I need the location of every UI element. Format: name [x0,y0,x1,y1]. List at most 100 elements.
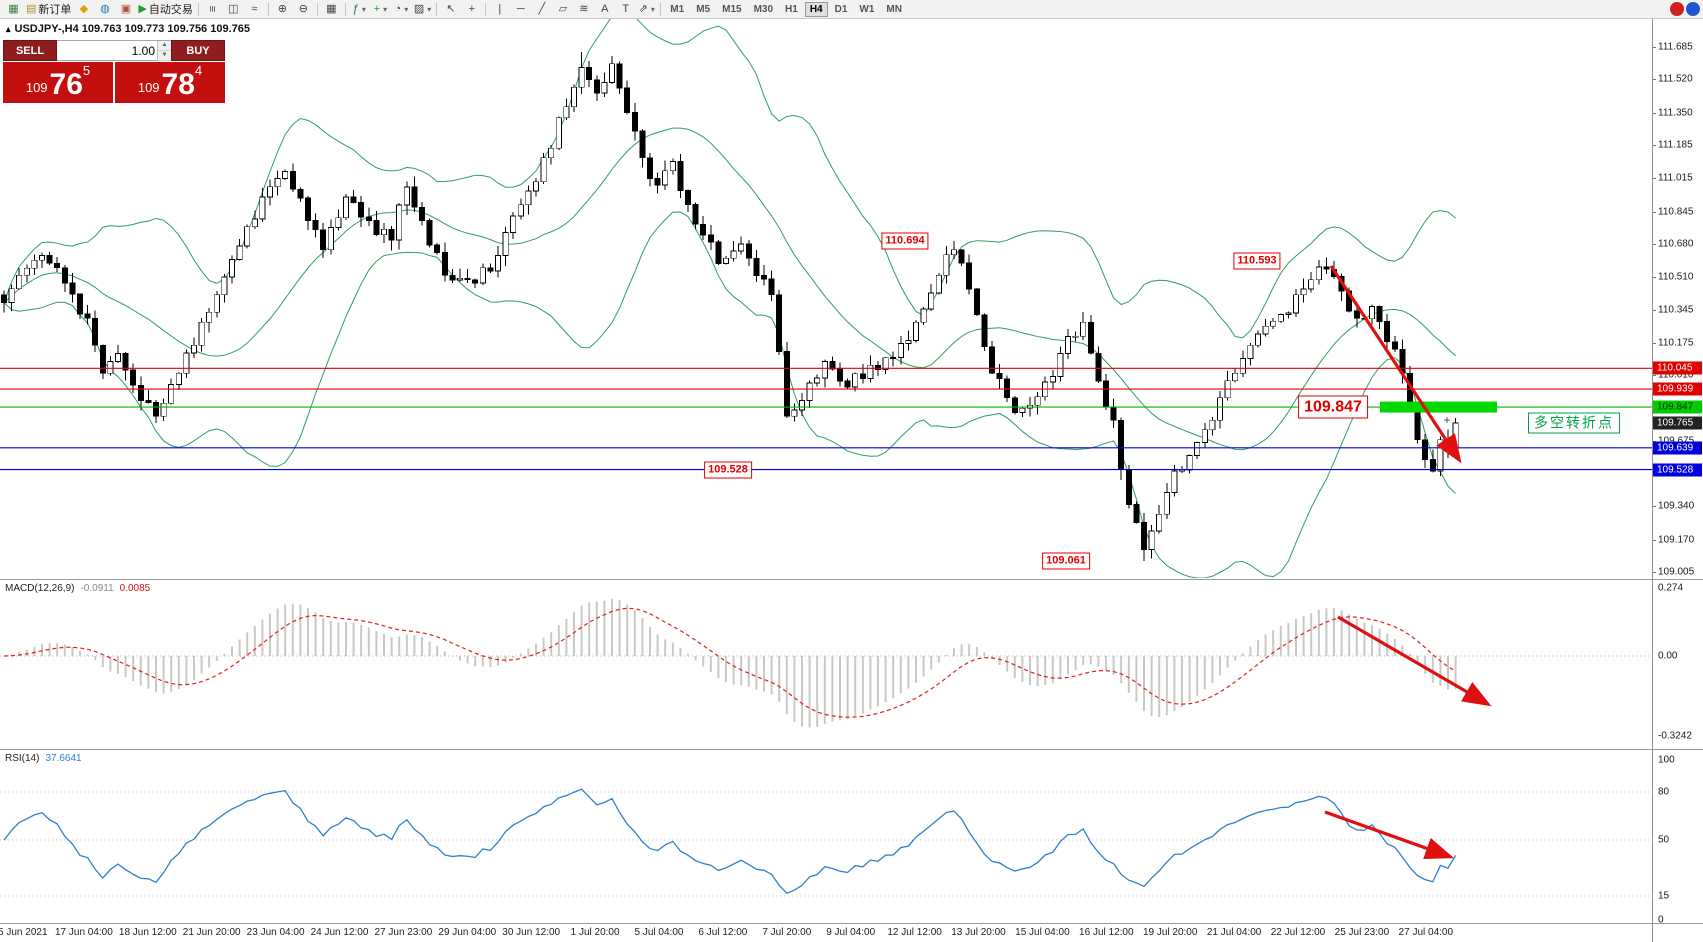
news-flash-icon[interactable] [1670,2,1684,16]
toolbar-button-bar-chart[interactable]: ≡ [202,1,223,17]
toolbar-button-crosshair[interactable]: + [461,1,482,17]
buy-price-prefix: 109 [137,80,160,95]
toolbar-button-zoom-in[interactable]: ⊕ [272,1,293,17]
time-label: 19 Jul 20:00 [1142,927,1198,938]
cursor-icon: ↖ [446,3,456,15]
toolbar-button-terminal[interactable]: ▣ [115,1,136,17]
sell-price-button[interactable]: 109 76 5 [3,62,113,103]
buy-button[interactable]: BUY [171,40,225,61]
toolbar-separator [197,2,199,16]
channel-icon: ▱ [558,3,568,15]
price-tick-label: 110.175 [1658,337,1694,349]
time-label: 9 Jul 04:00 [826,927,876,938]
toolbar-button-new-chart[interactable]: ▦ [3,1,24,17]
autotrade-icon: ▶ [138,3,147,15]
buy-price-big: 78 [161,68,195,101]
price-tickmark [1653,47,1656,48]
chevron-down-icon: ▾ [427,4,432,14]
collapse-icon[interactable]: ▴ [6,23,11,34]
new-order-icon: ▤ [26,3,37,15]
timeframe-M1[interactable]: M1 [670,3,685,15]
price-tickmark [1653,440,1656,442]
time-label: 16 Jul 12:00 [1079,927,1134,938]
price-label-flag[interactable]: 109.061 [1042,552,1090,570]
toolbar-button-tile-windows[interactable]: ▦ [321,1,342,17]
price-axis-box: 109.528 [1653,463,1702,477]
toolbar-button-horizontal-line[interactable]: ─ [510,1,531,17]
timeframe-M5[interactable]: M5 [696,3,711,15]
price-label-flag[interactable]: 109.528 [704,461,752,479]
toolbar-button-new-order[interactable]: ▤ 新订单 [24,1,73,17]
timeframe-W1[interactable]: W1 [859,3,875,15]
macd-axis-label: 0.00 [1658,650,1678,662]
chevron-down-icon: ▾ [404,4,409,14]
toolbar-button-arrows-tool[interactable]: ⇗ ▾ [636,1,657,17]
price-tickmark [1653,79,1656,81]
price-tick-label: 110.680 [1658,238,1694,250]
rsi-timeaxis-splitter[interactable] [0,923,1703,924]
toolbar-button-templates[interactable]: ▨ ▾ [412,1,433,17]
toolbar-button-periods[interactable]: ◔ ▾ [391,1,412,17]
price-label-flag[interactable]: 109.847 [1298,395,1368,419]
price-axis-box: 110.045 [1653,361,1702,375]
macd-value: -0.0911 [80,583,114,594]
toolbar-button-market-watch[interactable]: ◍ [94,1,115,17]
timeframe-M30[interactable]: M30 [753,3,774,15]
sell-button[interactable]: SELL [3,40,57,61]
price-tickmark [1653,178,1656,180]
time-label: 27 Jul 04:00 [1398,927,1454,938]
community-icon[interactable] [1686,2,1700,16]
timeframe-H1[interactable]: H1 [785,3,798,15]
toolbar-button-channel[interactable]: ▱ [552,1,573,17]
price-tickmark [1653,112,1656,114]
price-tickmark [1653,539,1656,541]
timeframe-M15[interactable]: M15 [722,3,742,15]
turning-point-note[interactable]: 多空转折点 [1528,412,1620,434]
price-axis-box: 109.765 [1653,416,1702,430]
price-tickmark [1653,506,1656,508]
zoom-out-icon: ⊖ [298,3,308,15]
toolbar-button-zoom-out[interactable]: ⊖ [293,1,314,17]
price-tick-label: 111.685 [1658,41,1693,53]
time-axis[interactable]: 15 Jun 2021 17 Jun 04:00 18 Jun 12:00 21 Ju… [0,924,1652,942]
volume-down-icon[interactable]: ▼ [158,50,171,61]
sell-price-big: 76 [49,68,83,101]
toolbar-button-trendline[interactable]: ╱ [531,1,552,17]
main-macd-splitter[interactable] [0,579,1703,580]
vertical-line-icon: | [498,3,502,15]
price-label-flag[interactable]: 110.593 [1233,252,1281,270]
price-label-flag[interactable]: 110.694 [881,232,929,250]
terminal-icon: ▣ [120,3,132,15]
toolbar-button-text-label[interactable]: T [615,1,636,17]
toolbar-button-add-indicator[interactable]: + ▾ [370,1,391,17]
time-label: 21 Jul 04:00 [1206,927,1262,938]
volume-up-icon[interactable]: ▲ [158,40,171,51]
chart-symbol-header: ▴ USDJPY-,H4 109.763 109.773 109.756 109… [6,23,250,35]
toolbar-button-alerts[interactable]: ◆ [73,1,94,17]
toolbar-button-fibonacci[interactable]: ≋ [573,1,594,17]
volume-input[interactable] [57,42,157,59]
rsi-axis-label: 80 [1658,786,1670,798]
buy-price-button[interactable]: 109 78 4 [115,62,225,103]
macd-rsi-splitter[interactable] [0,749,1703,750]
toolbar-button-autotrade[interactable]: ▶ 自动交易 [136,1,194,17]
zoom-in-icon: ⊕ [277,3,287,15]
time-label: 15 Jul 04:00 [1015,927,1070,938]
time-label: 30 Jun 12:00 [502,927,561,938]
toolbar-button-cursor[interactable]: ↖ [440,1,461,17]
toolbar-button-vertical-line[interactable]: | [489,1,510,17]
rsi-title: RSI(14) [5,753,40,764]
toolbar-button-line-chart[interactable]: ≈ [244,1,265,17]
price-tick-label: 109.170 [1658,534,1695,546]
timeframe-H4[interactable]: H4 [804,1,828,17]
toolbar-button-candlestick-chart[interactable]: ◫ [223,1,244,17]
toolbar-button-indicators[interactable]: ƒ ▾ [349,1,370,17]
timeframe-MN[interactable]: MN [886,3,902,15]
toolbar-button-text[interactable]: A [594,1,615,17]
timeframe-D1[interactable]: D1 [834,3,848,15]
price-tick-label: 111.015 [1658,172,1693,184]
price-axis[interactable]: 111.685 111.520 111.350 111.185 111.015 110.8… [1652,19,1703,942]
time-label: 12 Jul 12:00 [887,927,942,938]
macd-axis-label: 0.274 [1658,582,1684,594]
